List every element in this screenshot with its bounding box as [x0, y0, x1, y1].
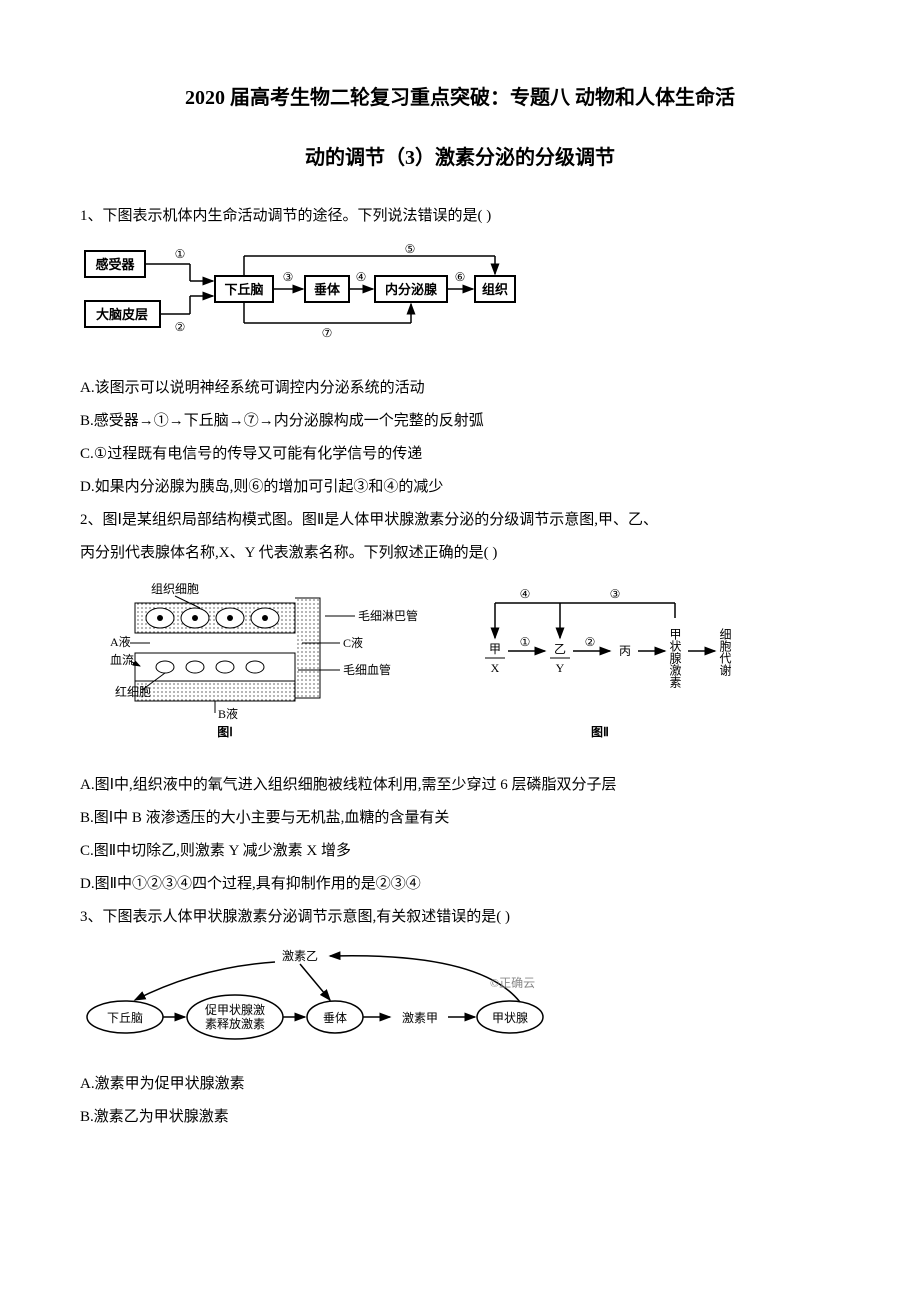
svg-text:©正确云: ©正确云: [490, 976, 535, 990]
q1-optB: B.感受器→①→下丘脑→⑦→内分泌腺构成一个完整的反射弧: [80, 405, 840, 438]
svg-text:甲状腺激素: 甲状腺激素: [668, 628, 682, 688]
q1-hypo: 下丘脑: [224, 282, 263, 297]
svg-text:②: ②: [585, 635, 596, 649]
svg-text:⑦: ⑦: [322, 326, 333, 340]
svg-text:A液: A液: [110, 634, 131, 649]
q1-optA: A.该图示可以说明神经系统可调控内分泌系统的活动: [80, 372, 840, 405]
svg-text:血流: 血流: [110, 653, 134, 667]
svg-text:组织细胞: 组织细胞: [151, 582, 199, 596]
svg-text:图Ⅱ: 图Ⅱ: [591, 725, 609, 739]
svg-text:④: ④: [520, 587, 531, 601]
q3-optB: B.激素乙为甲状腺激素: [80, 1101, 840, 1134]
q2-stem2: 丙分别代表腺体名称,X、Y 代表激素名称。下列叙述正确的是( ): [80, 537, 840, 570]
svg-text:X: X: [491, 661, 500, 675]
q1-tissue: 组织: [482, 282, 508, 297]
svg-text:垂体: 垂体: [323, 1011, 347, 1025]
q2-optD: D.图Ⅱ中①②③④四个过程,具有抑制作用的是②③④: [80, 868, 840, 901]
q1-diagram: 感受器 大脑皮层 下丘脑 垂体 内分泌腺 组织 ① ② ③ ④ ⑤ ⑥: [80, 241, 840, 364]
q2-diagrams: 组织细胞 毛细淋巴管 A液 C液: [80, 578, 840, 761]
q1-optD: D.如果内分泌腺为胰岛,则⑥的增加可引起③和④的减少: [80, 471, 840, 504]
svg-text:激素甲: 激素甲: [402, 1011, 438, 1025]
svg-text:毛细血管: 毛细血管: [343, 662, 391, 677]
svg-text:③: ③: [283, 270, 294, 284]
svg-text:Y: Y: [556, 661, 565, 675]
q1-pit: 垂体: [314, 282, 341, 297]
svg-text:激素乙: 激素乙: [282, 949, 318, 963]
q2-optC: C.图Ⅱ中切除乙,则激素 Y 减少激素 X 增多: [80, 835, 840, 868]
svg-text:促甲状腺激: 促甲状腺激: [205, 1003, 265, 1017]
q1-optC: C.①过程既有电信号的传导又可能有化学信号的传递: [80, 438, 840, 471]
svg-text:②: ②: [175, 320, 186, 334]
title-line1: 2020 届高考生物二轮复习重点突破：专题八 动物和人体生命活: [185, 87, 735, 109]
svg-text:图Ⅰ: 图Ⅰ: [217, 725, 233, 739]
svg-text:素释放激素: 素释放激素: [205, 1016, 265, 1031]
q2-optB: B.图Ⅰ中 B 液渗透压的大小主要与无机盐,血糖的含量有关: [80, 802, 840, 835]
q2-stem1: 2、图Ⅰ是某组织局部结构模式图。图Ⅱ是人体甲状腺激素分泌的分级调节示意图,甲、乙…: [80, 504, 840, 537]
svg-text:乙: 乙: [554, 642, 566, 656]
q3-stem: 3、下图表示人体甲状腺激素分泌调节示意图,有关叙述错误的是( ): [80, 901, 840, 934]
q1-endo: 内分泌腺: [385, 282, 438, 297]
q2-optA: A.图Ⅰ中,组织液中的氧气进入组织细胞被线粒体利用,需至少穿过 6 层磷脂双分子…: [80, 769, 840, 802]
svg-text:①: ①: [520, 635, 531, 649]
svg-text:甲状腺: 甲状腺: [492, 1011, 528, 1025]
svg-text:下丘脑: 下丘脑: [107, 1011, 143, 1025]
svg-text:丙: 丙: [619, 644, 631, 658]
q1-receptor: 感受器: [95, 257, 135, 272]
svg-text:①: ①: [175, 247, 186, 261]
svg-text:③: ③: [610, 587, 621, 601]
svg-text:⑤: ⑤: [405, 242, 416, 256]
q1-cortex: 大脑皮层: [96, 307, 148, 322]
svg-text:B液: B液: [218, 706, 238, 721]
svg-text:甲: 甲: [489, 642, 501, 656]
svg-text:C液: C液: [343, 635, 363, 650]
svg-text:⑥: ⑥: [455, 270, 466, 284]
q3-diagram: 激素乙 下丘脑 促甲状腺激 素释放激素 垂体 激素甲 甲状腺 ©正确云: [80, 942, 840, 1060]
title-line2: 动的调节（3）激素分泌的分级调节: [305, 147, 615, 169]
q3-optA: A.激素甲为促甲状腺激素: [80, 1068, 840, 1101]
q1-stem: 1、下图表示机体内生命活动调节的途径。下列说法错误的是( ): [80, 200, 840, 233]
svg-text:细胞代谢: 细胞代谢: [718, 628, 732, 676]
svg-text:毛细淋巴管: 毛细淋巴管: [358, 608, 418, 623]
svg-text:④: ④: [356, 270, 367, 284]
